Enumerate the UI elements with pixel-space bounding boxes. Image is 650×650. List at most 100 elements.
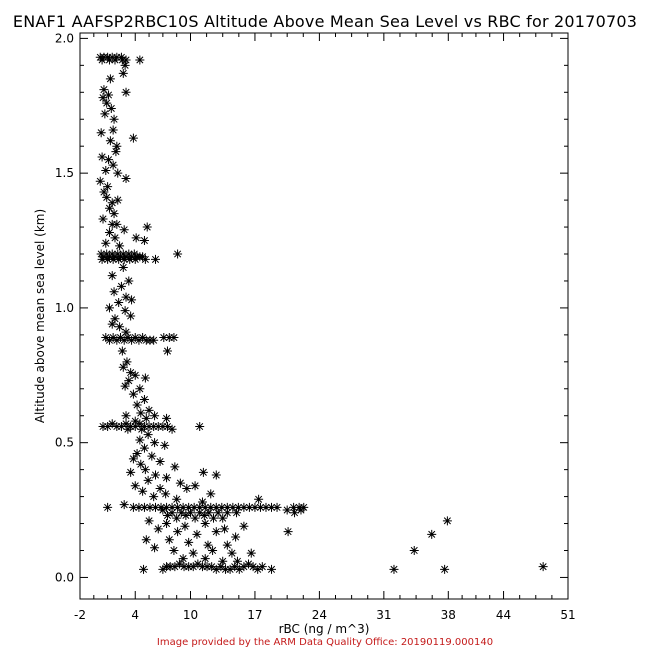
data-point bbox=[243, 559, 253, 569]
data-point bbox=[244, 502, 254, 512]
data-point bbox=[167, 424, 177, 434]
data-point bbox=[189, 502, 199, 512]
data-point bbox=[118, 68, 128, 78]
data-point bbox=[208, 545, 218, 555]
data-point bbox=[107, 198, 117, 208]
data-point bbox=[150, 438, 160, 448]
data-point bbox=[255, 502, 265, 512]
data-point bbox=[178, 554, 188, 564]
data-point bbox=[213, 508, 223, 518]
data-point bbox=[97, 254, 107, 264]
data-point bbox=[134, 335, 144, 345]
data-point bbox=[125, 254, 135, 264]
data-point bbox=[170, 462, 180, 472]
data-point bbox=[114, 298, 124, 308]
data-point bbox=[104, 303, 114, 313]
data-point bbox=[120, 381, 130, 391]
data-point bbox=[197, 562, 207, 572]
data-point bbox=[155, 483, 165, 493]
data-point bbox=[136, 408, 146, 418]
data-point bbox=[141, 535, 151, 545]
data-point bbox=[248, 562, 258, 572]
data-point bbox=[164, 333, 174, 343]
data-point bbox=[107, 419, 117, 429]
credit-footer: Image provided by the ARM Data Quality O… bbox=[156, 637, 494, 648]
data-point bbox=[110, 55, 120, 65]
data-point bbox=[140, 465, 150, 475]
data-point bbox=[162, 473, 172, 483]
data-point bbox=[170, 562, 180, 572]
y-tick-label: 2.0 bbox=[55, 31, 74, 45]
data-point bbox=[216, 562, 226, 572]
data-point bbox=[112, 335, 122, 345]
x-tick-label: 31 bbox=[376, 608, 391, 622]
data-point bbox=[261, 502, 271, 512]
data-point bbox=[126, 311, 136, 321]
data-point bbox=[112, 141, 122, 151]
data-point bbox=[128, 502, 138, 512]
x-tick-label: 10 bbox=[183, 608, 198, 622]
data-point bbox=[195, 508, 205, 518]
data-point bbox=[130, 481, 140, 491]
data-point bbox=[127, 295, 137, 305]
data-point bbox=[141, 413, 151, 423]
data-point bbox=[112, 52, 122, 62]
data-point bbox=[103, 182, 113, 192]
data-point bbox=[130, 422, 140, 432]
data-point bbox=[104, 227, 114, 237]
data-point bbox=[257, 562, 267, 572]
data-point bbox=[109, 114, 119, 124]
data-point bbox=[220, 524, 230, 534]
data-point bbox=[232, 556, 242, 566]
data-point bbox=[121, 419, 131, 429]
data-point bbox=[107, 319, 117, 329]
data-point bbox=[124, 376, 134, 386]
data-point bbox=[195, 422, 205, 432]
data-point bbox=[211, 527, 221, 537]
data-point bbox=[150, 543, 160, 553]
data-point bbox=[267, 564, 277, 574]
data-point bbox=[149, 335, 159, 345]
data-point bbox=[211, 502, 221, 512]
data-point bbox=[121, 87, 131, 97]
data-point bbox=[206, 489, 216, 499]
data-point bbox=[173, 502, 183, 512]
data-point bbox=[211, 470, 221, 480]
data-point bbox=[101, 333, 111, 343]
data-point bbox=[130, 370, 140, 380]
data-point bbox=[151, 502, 161, 512]
data-point bbox=[130, 333, 140, 343]
data-point bbox=[158, 564, 168, 574]
data-point bbox=[217, 502, 227, 512]
data-point bbox=[173, 249, 183, 259]
data-point bbox=[144, 422, 154, 432]
data-point bbox=[222, 508, 232, 518]
data-point bbox=[209, 513, 219, 523]
y-tick-label: 1.0 bbox=[55, 301, 74, 315]
chart-title: ENAF1 AAFSP2RBC10S Altitude Above Mean S… bbox=[12, 12, 638, 31]
x-tick-label: -2 bbox=[74, 608, 86, 622]
data-point bbox=[149, 492, 159, 502]
data-point bbox=[233, 502, 243, 512]
data-point bbox=[158, 505, 168, 515]
data-point bbox=[99, 85, 109, 95]
data-point bbox=[234, 564, 244, 574]
data-point bbox=[123, 424, 133, 434]
data-point bbox=[101, 165, 111, 175]
x-tick-label: 44 bbox=[496, 608, 511, 622]
data-point bbox=[117, 346, 127, 356]
data-point bbox=[106, 103, 116, 113]
data-point bbox=[184, 537, 194, 547]
data-point bbox=[103, 502, 113, 512]
data-point bbox=[442, 516, 452, 526]
data-point bbox=[114, 254, 124, 264]
data-point bbox=[225, 564, 235, 574]
data-point bbox=[124, 276, 134, 286]
data-point bbox=[107, 271, 117, 281]
data-point bbox=[109, 287, 119, 297]
data-point bbox=[162, 422, 172, 432]
data-point bbox=[138, 486, 148, 496]
data-point bbox=[95, 176, 105, 186]
data-point bbox=[139, 564, 149, 574]
y-axis-label: Altitude above mean sea level (km) bbox=[33, 209, 47, 423]
